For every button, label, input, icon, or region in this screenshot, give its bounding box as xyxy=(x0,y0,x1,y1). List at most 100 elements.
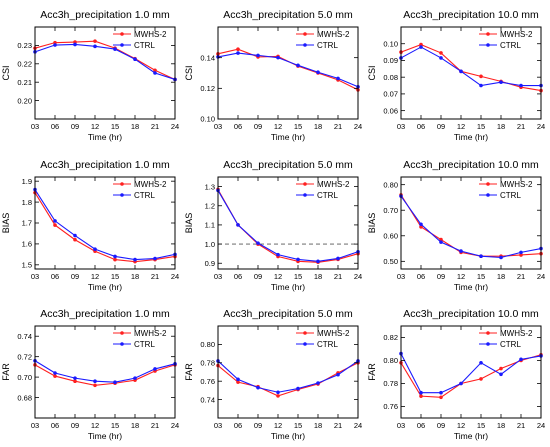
legend-marker xyxy=(486,182,490,186)
x-tick-label: 12 xyxy=(457,272,465,281)
x-tick-label: 21 xyxy=(151,421,159,430)
data-point xyxy=(276,55,280,60)
legend-label: CTRL xyxy=(500,191,521,200)
legend-marker xyxy=(120,182,124,186)
x-tick-label: 03 xyxy=(214,272,222,281)
y-tick-label: 1.2 xyxy=(205,201,215,210)
y-tick-label: 0.80 xyxy=(383,180,398,189)
data-point xyxy=(93,383,97,388)
data-point xyxy=(236,377,240,382)
x-tick-label: 06 xyxy=(417,421,425,430)
legend-marker xyxy=(486,193,490,197)
y-tick-label: 0.74 xyxy=(200,395,215,404)
x-tick-label: 15 xyxy=(477,122,485,131)
series-line-ctrl xyxy=(400,46,541,87)
series-line-mwhs2 xyxy=(34,192,176,263)
legend-label: MWHS-2 xyxy=(134,180,167,189)
chart-panel: Acc3h_precipitation 10.0 mm 03 06 09 12 15 18 2… xyxy=(367,159,545,292)
x-tick-label: 21 xyxy=(151,122,159,131)
data-point xyxy=(519,253,523,257)
y-tick-label: 0.68 xyxy=(17,393,32,402)
plot-frame xyxy=(400,176,542,270)
data-point xyxy=(153,367,157,371)
x-tick-label: 15 xyxy=(111,122,119,131)
data-point xyxy=(439,237,443,242)
y-tick-label: 1.6 xyxy=(22,240,32,249)
y-tick-label: 0.14 xyxy=(200,53,215,62)
data-point xyxy=(73,237,77,242)
x-tick-label: 09 xyxy=(254,272,262,281)
x-tick-label: 15 xyxy=(294,272,302,281)
data-point xyxy=(113,47,117,51)
chart-panel: Acc3h_precipitation 1.0 mm 03 06 09 12 15 18 21… xyxy=(1,9,179,142)
chart-title: Acc3h_precipitation 10.0 mm xyxy=(403,9,539,21)
data-point xyxy=(439,240,443,244)
x-tick-label: 15 xyxy=(477,421,485,430)
plot-frame xyxy=(217,26,359,120)
y-axis-label: BIAS xyxy=(1,213,11,234)
series-line-mwhs2 xyxy=(217,362,359,397)
data-point xyxy=(73,376,77,380)
legend-marker xyxy=(486,43,490,47)
x-tick-label: 24 xyxy=(354,421,362,430)
legend-label: CTRL xyxy=(317,41,338,50)
data-point xyxy=(499,255,503,260)
y-tick-label: 0.78 xyxy=(383,379,398,388)
data-point xyxy=(499,80,503,84)
plot-frame xyxy=(34,26,176,120)
x-tick-label: 03 xyxy=(214,122,222,131)
x-tick-label: 24 xyxy=(537,272,545,281)
legend-label: CTRL xyxy=(134,191,155,200)
legend-marker xyxy=(486,32,490,36)
series-line-ctrl xyxy=(217,190,359,262)
y-tick-label: 0.70 xyxy=(383,206,398,215)
y-axis-label: CSI xyxy=(184,65,194,80)
y-axis-label: FAR xyxy=(184,363,194,381)
legend-label: CTRL xyxy=(500,340,521,349)
y-tick-label: 0.09 xyxy=(383,56,398,65)
y-axis-label: BIAS xyxy=(184,213,194,234)
x-axis-label: Time (hr) xyxy=(271,282,305,292)
data-point xyxy=(459,69,463,74)
data-point xyxy=(153,256,157,261)
data-point xyxy=(236,223,240,227)
data-point xyxy=(336,372,340,377)
x-tick-label: 06 xyxy=(234,272,242,281)
x-tick-label: 18 xyxy=(131,122,139,131)
legend-label: MWHS-2 xyxy=(500,30,533,39)
data-point xyxy=(316,381,320,385)
data-point xyxy=(519,250,523,255)
chart-panel: Acc3h_precipitation 5.0 mm 03 06 09 12 15 18 21… xyxy=(184,308,362,441)
y-tick-label: 1.7 xyxy=(22,219,32,228)
data-point xyxy=(439,56,443,60)
y-tick-label: 0.06 xyxy=(383,106,398,115)
data-point xyxy=(256,241,260,245)
data-point xyxy=(479,254,483,259)
data-point xyxy=(519,357,523,362)
x-tick-label: 12 xyxy=(274,421,282,430)
data-point xyxy=(419,222,423,227)
x-tick-label: 03 xyxy=(397,272,405,281)
data-point xyxy=(439,390,443,395)
x-axis-label: Time (hr) xyxy=(88,132,122,142)
x-tick-label: 06 xyxy=(234,421,242,430)
x-tick-label: 21 xyxy=(517,421,525,430)
data-point xyxy=(296,386,300,391)
x-tick-label: 09 xyxy=(71,272,79,281)
data-point xyxy=(113,254,117,259)
data-point xyxy=(153,71,157,75)
y-tick-label: 1.0 xyxy=(205,240,215,249)
y-tick-label: 0.22 xyxy=(17,60,32,69)
legend-marker xyxy=(303,32,307,36)
chart-panel: Acc3h_precipitation 1.0 mm 03 06 09 12 15 18 21… xyxy=(1,308,179,441)
chart-title: Acc3h_precipitation 1.0 mm xyxy=(40,159,170,171)
x-tick-label: 06 xyxy=(51,122,59,131)
data-point xyxy=(73,42,77,47)
x-tick-label: 15 xyxy=(111,421,119,430)
y-tick-label: 1.3 xyxy=(205,182,215,191)
y-tick-label: 0.82 xyxy=(383,333,398,342)
legend-marker xyxy=(303,342,307,346)
x-tick-label: 12 xyxy=(274,272,282,281)
x-tick-label: 12 xyxy=(457,421,465,430)
data-point xyxy=(479,377,483,381)
